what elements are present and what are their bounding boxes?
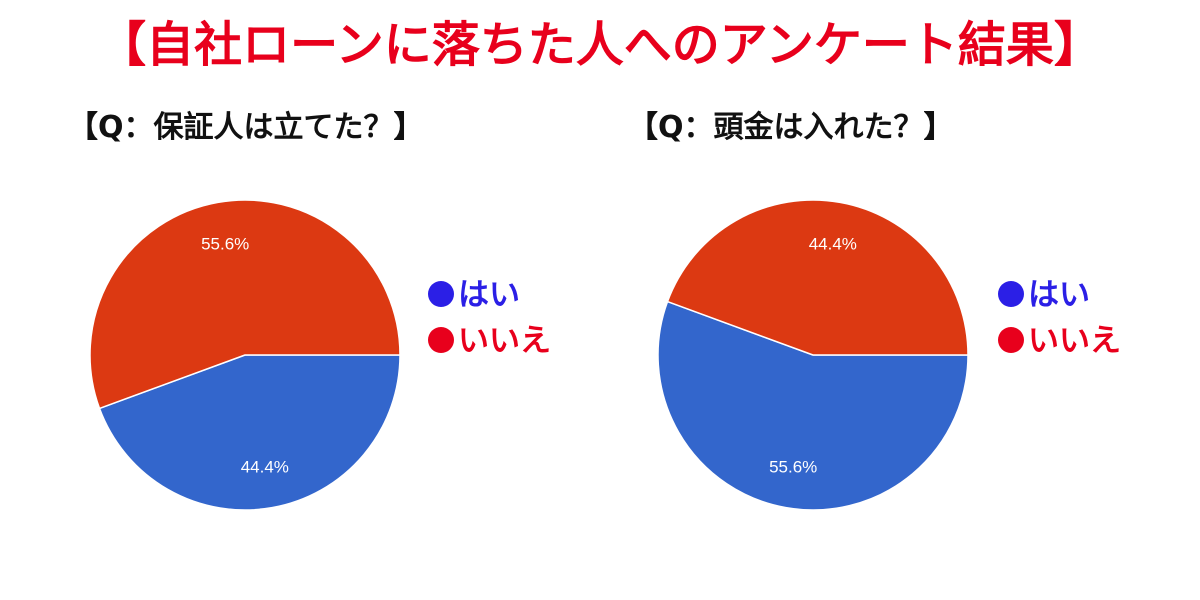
pie-slice-no: [89, 199, 401, 410]
slice-label-no: 44.4%: [809, 235, 857, 254]
slice-label-yes: 55.6%: [769, 457, 817, 476]
legend-marker-yes: [998, 281, 1024, 307]
page-title: 【自社ローンに落ちた人へのアンケート結果】: [98, 17, 1102, 73]
chart-title-guarantor: 【Q：保証人は立てた？】: [68, 110, 424, 145]
legend-down-payment: はい いいえ: [998, 272, 1121, 364]
pie-chart-guarantor: 44.4% 55.6%: [89, 199, 401, 511]
legend-item-yes: はい: [428, 272, 551, 318]
pie-chart-down-payment: 55.6% 44.4%: [657, 199, 969, 511]
legend-label-no: いいえ: [1028, 323, 1121, 359]
legend-guarantor: はい いいえ: [428, 272, 551, 364]
pie-slice-yes: [657, 300, 969, 511]
pie-slice-no: [666, 199, 969, 356]
legend-marker-no: [998, 327, 1024, 353]
legend-item-no: いいえ: [428, 318, 551, 364]
slice-label-no: 55.6%: [201, 235, 249, 254]
legend-label-yes: はい: [458, 277, 520, 313]
legend-item-yes: はい: [998, 272, 1121, 318]
slice-label-yes: 44.4%: [241, 457, 289, 476]
pie-slice-yes: [98, 354, 401, 511]
legend-label-no: いいえ: [458, 323, 551, 359]
legend-item-no: いいえ: [998, 318, 1121, 364]
legend-label-yes: はい: [1028, 277, 1090, 313]
legend-marker-yes: [428, 281, 454, 307]
chart-title-down-payment: 【Q：頭金は入れた？】: [628, 110, 954, 145]
legend-marker-no: [428, 327, 454, 353]
